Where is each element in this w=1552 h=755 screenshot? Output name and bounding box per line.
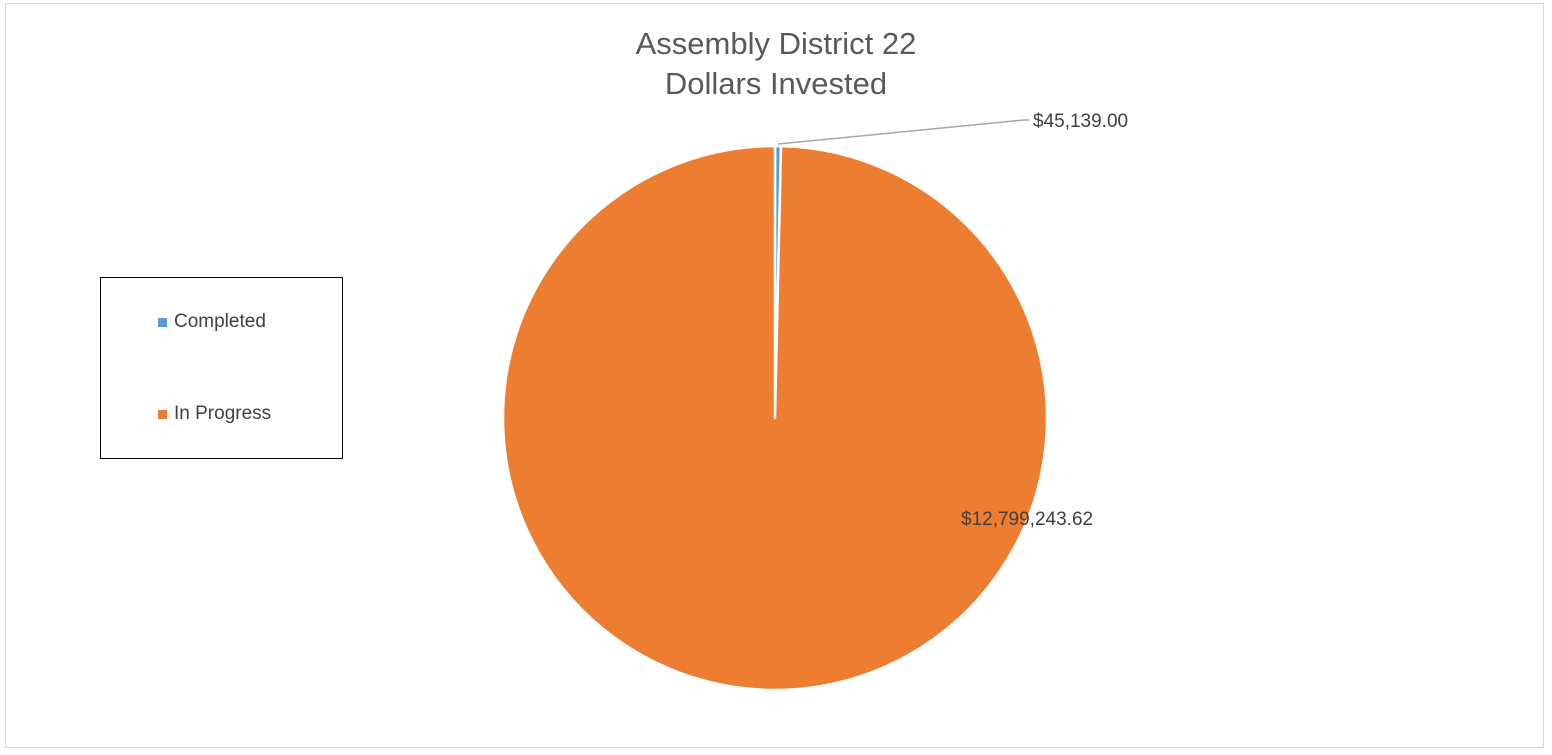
pie-slice-in-progress [501, 144, 1049, 692]
legend-label-in-progress: In Progress [174, 403, 272, 424]
legend: Completed In Progress [100, 277, 343, 459]
leader-line-completed [777, 119, 1029, 145]
legend-swatch-in-progress [158, 409, 167, 419]
chart-title: Assembly District 22 Dollars Invested [0, 24, 1552, 104]
chart-title-line-2: Dollars Invested [664, 66, 888, 101]
legend-label-completed: Completed [174, 311, 266, 332]
legend-item-in-progress: In Progress [158, 403, 271, 425]
legend-item-completed: Completed [158, 311, 266, 333]
legend-swatch-completed [158, 317, 167, 327]
data-label-in-progress: $12,799,243.62 [961, 509, 1093, 530]
chart-title-line-1: Assembly District 22 [635, 26, 917, 61]
data-label-completed: $45,139.00 [1033, 111, 1128, 132]
